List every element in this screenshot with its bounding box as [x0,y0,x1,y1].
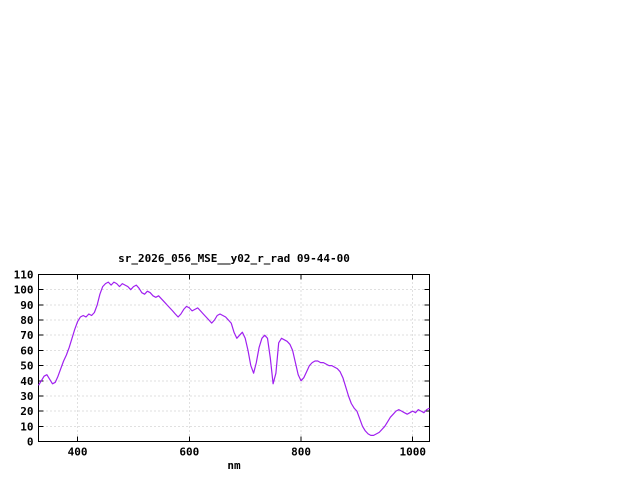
y-tick-label: 40 [20,375,33,388]
x-tick-label: 400 [68,446,88,459]
x-axis-ticks: 400 600 800 1000 [68,274,426,459]
y-axis-ticks: 0 10 20 30 40 50 60 70 80 90 100 110 [14,269,430,449]
spectrum-line [37,281,430,436]
y-tick-label: 110 [14,269,34,282]
y-tick-label: 10 [20,420,33,433]
y-tick-label: 70 [20,329,33,342]
y-tick-label: 80 [20,314,33,327]
plot-border [38,274,430,442]
y-tick-label: 0 [27,436,34,449]
y-tick-label: 90 [20,299,33,312]
chart-title: sr_2026_056_MSE__y02_r_rad 09-44-00 [118,252,350,265]
grid-lines [38,274,430,442]
x-tick-label: 800 [291,446,311,459]
y-tick-label: 60 [20,344,33,357]
y-tick-label: 30 [20,390,33,403]
x-tick-label: 600 [179,446,199,459]
y-tick-label: 50 [20,360,33,373]
y-tick-label: 20 [20,405,33,418]
x-tick-label: 1000 [399,446,426,459]
y-tick-label: 100 [14,284,34,297]
x-axis-label: nm [227,459,241,472]
